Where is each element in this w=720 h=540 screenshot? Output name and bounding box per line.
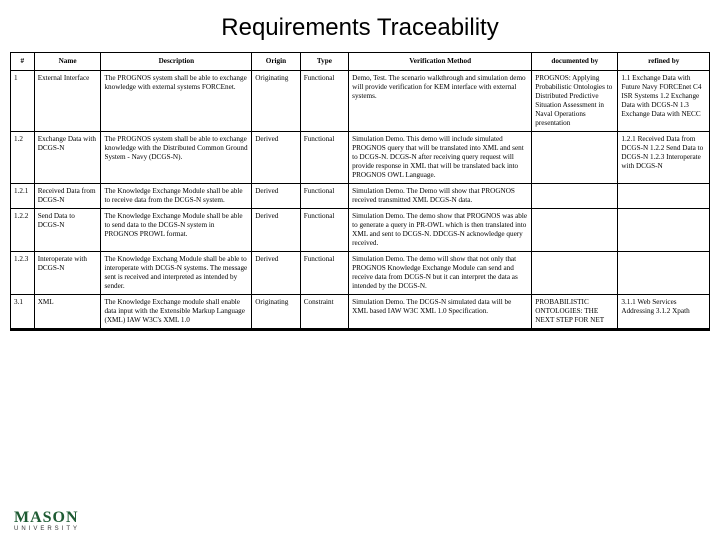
- cell-desc: The PROGNOS system shall be able to exch…: [101, 132, 252, 184]
- cell-desc: The Knowledge Exchange module shall enab…: [101, 295, 252, 329]
- footer-logo: MASON UNIVERSITY: [14, 509, 80, 532]
- cell-desc: The Knowledge Exchange Module shall be a…: [101, 209, 252, 252]
- col-header-num: #: [11, 53, 35, 71]
- cell-doc: [532, 252, 618, 295]
- cell-origin: Originating: [252, 71, 300, 132]
- cell-name: Send Data to DCGS-N: [34, 209, 101, 252]
- table-row: 3.1XMLThe Knowledge Exchange module shal…: [11, 295, 710, 329]
- cell-origin: Derived: [252, 184, 300, 209]
- page-title: Requirements Traceability: [0, 0, 720, 52]
- cell-origin: Derived: [252, 132, 300, 184]
- cell-type: Functional: [300, 184, 348, 209]
- requirements-table-container: # Name Description Origin Type Verificat…: [0, 52, 720, 329]
- cell-desc: The Knowledge Exchang Module shall be ab…: [101, 252, 252, 295]
- col-header-name: Name: [34, 53, 101, 71]
- cell-verif: Demo, Test. The scenario walkthrough and…: [349, 71, 532, 132]
- cell-name: Interoperate with DCGS-N: [34, 252, 101, 295]
- cell-num: 1.2: [11, 132, 35, 184]
- table-body: 1External InterfaceThe PROGNOS system sh…: [11, 71, 710, 329]
- cell-verif: Simulation Demo. This demo will include …: [349, 132, 532, 184]
- cell-origin: Originating: [252, 295, 300, 329]
- cell-num: 3.1: [11, 295, 35, 329]
- table-row: 1External InterfaceThe PROGNOS system sh…: [11, 71, 710, 132]
- cell-num: 1: [11, 71, 35, 132]
- cell-type: Constraint: [300, 295, 348, 329]
- cell-ref: 3.1.1 Web Services Addressing 3.1.2 Xpat…: [618, 295, 710, 329]
- table-row: 1.2.1Received Data from DCGS-NThe Knowle…: [11, 184, 710, 209]
- cell-ref: [618, 209, 710, 252]
- cell-ref: 1.2.1 Received Data from DCGS-N 1.2.2 Se…: [618, 132, 710, 184]
- col-header-origin: Origin: [252, 53, 300, 71]
- cell-desc: The PROGNOS system shall be able to exch…: [101, 71, 252, 132]
- table-header-row: # Name Description Origin Type Verificat…: [11, 53, 710, 71]
- cell-num: 1.2.2: [11, 209, 35, 252]
- cell-ref: [618, 252, 710, 295]
- col-header-doc: documented by: [532, 53, 618, 71]
- cell-verif: Simulation Demo. The demo will show that…: [349, 252, 532, 295]
- cell-doc: [532, 132, 618, 184]
- cell-doc: [532, 209, 618, 252]
- cell-type: Functional: [300, 209, 348, 252]
- cell-type: Functional: [300, 71, 348, 132]
- logo-main-text: MASON: [14, 509, 80, 527]
- col-header-desc: Description: [101, 53, 252, 71]
- cell-name: External Interface: [34, 71, 101, 132]
- cell-ref: 1.1 Exchange Data with Future Navy FORCE…: [618, 71, 710, 132]
- table-row: 1.2.2Send Data to DCGS-NThe Knowledge Ex…: [11, 209, 710, 252]
- cell-origin: Derived: [252, 209, 300, 252]
- cell-doc: [532, 184, 618, 209]
- cell-verif: Simulation Demo. The DCGS-N simulated da…: [349, 295, 532, 329]
- col-header-verif: Verification Method: [349, 53, 532, 71]
- cell-name: Exchange Data with DCGS-N: [34, 132, 101, 184]
- requirements-table: # Name Description Origin Type Verificat…: [10, 52, 710, 329]
- cell-verif: Simulation Demo. The Demo will show that…: [349, 184, 532, 209]
- col-header-ref: refined by: [618, 53, 710, 71]
- cell-name: XML: [34, 295, 101, 329]
- cell-origin: Derived: [252, 252, 300, 295]
- cell-verif: Simulation Demo. The demo show that PROG…: [349, 209, 532, 252]
- cell-doc: PROBABILISTIC ONTOLOGIES: THE NEXT STEP …: [532, 295, 618, 329]
- cell-name: Received Data from DCGS-N: [34, 184, 101, 209]
- cell-num: 1.2.1: [11, 184, 35, 209]
- logo-sub-text: UNIVERSITY: [14, 526, 80, 532]
- table-row: 1.2Exchange Data with DCGS-NThe PROGNOS …: [11, 132, 710, 184]
- cell-ref: [618, 184, 710, 209]
- cell-num: 1.2.3: [11, 252, 35, 295]
- bottom-rule: [10, 329, 710, 331]
- cell-desc: The Knowledge Exchange Module shall be a…: [101, 184, 252, 209]
- cell-type: Functional: [300, 132, 348, 184]
- cell-doc: PROGNOS: Applying Probabilistic Ontologi…: [532, 71, 618, 132]
- cell-type: Functional: [300, 252, 348, 295]
- table-row: 1.2.3Interoperate with DCGS-NThe Knowled…: [11, 252, 710, 295]
- col-header-type: Type: [300, 53, 348, 71]
